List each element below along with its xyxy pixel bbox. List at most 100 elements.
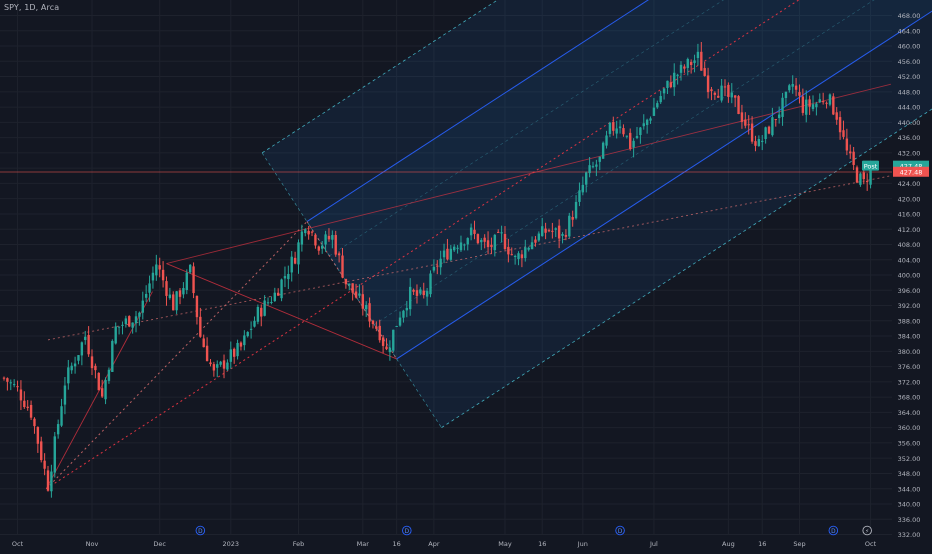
- time-tick-label: 16: [393, 540, 401, 548]
- candle-body: [541, 226, 544, 237]
- price-tick-label: 452.00: [898, 73, 921, 81]
- price-tick-label: 432.00: [898, 149, 921, 157]
- candle-body: [29, 404, 33, 418]
- candle-body: [442, 250, 446, 258]
- candle-body: [249, 328, 253, 330]
- candle-body: [446, 248, 449, 260]
- candle-body: [381, 337, 385, 346]
- candle-body: [815, 103, 818, 108]
- candle-body: [486, 240, 490, 248]
- time-axis: Oct Nov Dec 2023 Feb Mar 16 Apr May 16 Jun Jul Aug 16…: [12, 525, 877, 548]
- candle-body: [175, 291, 178, 311]
- candle-body: [700, 51, 703, 71]
- candle-body: [144, 293, 148, 298]
- candle-body: [151, 272, 155, 281]
- candle-body: [270, 302, 273, 304]
- candle-body: [656, 103, 659, 108]
- candle-body: [378, 325, 381, 341]
- price-tick-label: 400.00: [898, 272, 921, 280]
- candle-body: [412, 289, 415, 292]
- candle-body: [124, 318, 128, 324]
- candle-body: [669, 82, 673, 88]
- candle-body: [168, 294, 172, 299]
- candle-body: [60, 406, 63, 426]
- candle-body: [432, 266, 436, 271]
- candle-body: [429, 273, 432, 295]
- price-tick-label: 456.00: [898, 58, 921, 66]
- candle-body: [314, 234, 317, 246]
- candle-body: [63, 385, 67, 405]
- candle-body: [625, 135, 629, 137]
- price-axis: 332.00 336.00 340.00 344.00 348.00 352.00 356.…: [862, 12, 929, 539]
- candle-body: [720, 85, 723, 101]
- candle-body: [466, 238, 469, 245]
- candle-body: [19, 389, 23, 401]
- price-tick-label: 372.00: [898, 378, 921, 386]
- candle-body: [425, 291, 429, 297]
- price-tick-label: 412.00: [898, 226, 921, 234]
- price-tag-value-bg: [893, 160, 929, 171]
- price-tick-label: 416.00: [898, 211, 921, 219]
- candle-body: [232, 348, 236, 357]
- candle-body: [473, 229, 476, 234]
- candle-body: [754, 141, 757, 146]
- candle-body: [574, 201, 578, 219]
- candle-body: [104, 380, 107, 400]
- price-tick-label: 332.00: [898, 531, 921, 539]
- price-tick-label: 392.00: [898, 302, 921, 310]
- candle-body: [791, 83, 794, 87]
- price-tick-label: 336.00: [898, 516, 921, 524]
- pitchfork-lower-zone: [396, 11, 932, 428]
- candle-body: [317, 246, 321, 251]
- price-tick-label: 376.00: [898, 363, 921, 371]
- candle-body: [43, 460, 46, 469]
- candle-body: [2, 377, 6, 379]
- time-tick-label: Sep: [793, 540, 805, 548]
- candles: [2, 42, 872, 498]
- event-marker: D: [195, 525, 206, 536]
- candle-body: [182, 288, 185, 295]
- candle-body: [222, 360, 226, 369]
- candle-body: [808, 99, 811, 107]
- time-tick-label: Apr: [428, 540, 440, 548]
- candle-body: [564, 234, 568, 237]
- candle-body: [801, 96, 805, 113]
- candle-body: [859, 173, 862, 185]
- candle-body: [551, 230, 554, 232]
- candle-body: [527, 247, 530, 250]
- candle-body: [188, 264, 192, 273]
- time-tick-label: Feb: [293, 540, 305, 548]
- candle-body: [747, 124, 750, 126]
- event-marker-circle: [828, 525, 839, 536]
- candle-body: [524, 247, 527, 259]
- event-marker-glyph: D: [831, 529, 836, 535]
- candle-body: [358, 293, 361, 296]
- candle-body: [36, 427, 40, 444]
- candle-body: [598, 156, 601, 162]
- candle-body: [134, 316, 138, 324]
- candle-body: [236, 342, 239, 357]
- candle-body: [710, 89, 713, 92]
- candle-body: [371, 320, 375, 325]
- candle-body: [293, 257, 297, 264]
- candle-body: [50, 471, 53, 492]
- candle-body: [537, 233, 541, 241]
- event-marker-circle: [195, 525, 206, 536]
- price-tick-label: 440.00: [898, 119, 921, 127]
- candle-body: [453, 246, 456, 251]
- candle-body: [794, 85, 798, 90]
- candle-body: [422, 290, 425, 296]
- pitchfork-upper-tine: [306, 0, 649, 222]
- price-tick-label: 368.00: [898, 394, 921, 402]
- candle-body: [622, 128, 625, 135]
- long-median-line: [47, 175, 891, 341]
- candle-body: [111, 340, 114, 372]
- candle-body: [764, 127, 767, 139]
- candle-body: [398, 317, 402, 326]
- event-marker: D: [615, 525, 625, 536]
- candle-body: [571, 217, 574, 220]
- candle-body: [148, 283, 151, 293]
- price-tick-label: 468.00: [898, 12, 921, 20]
